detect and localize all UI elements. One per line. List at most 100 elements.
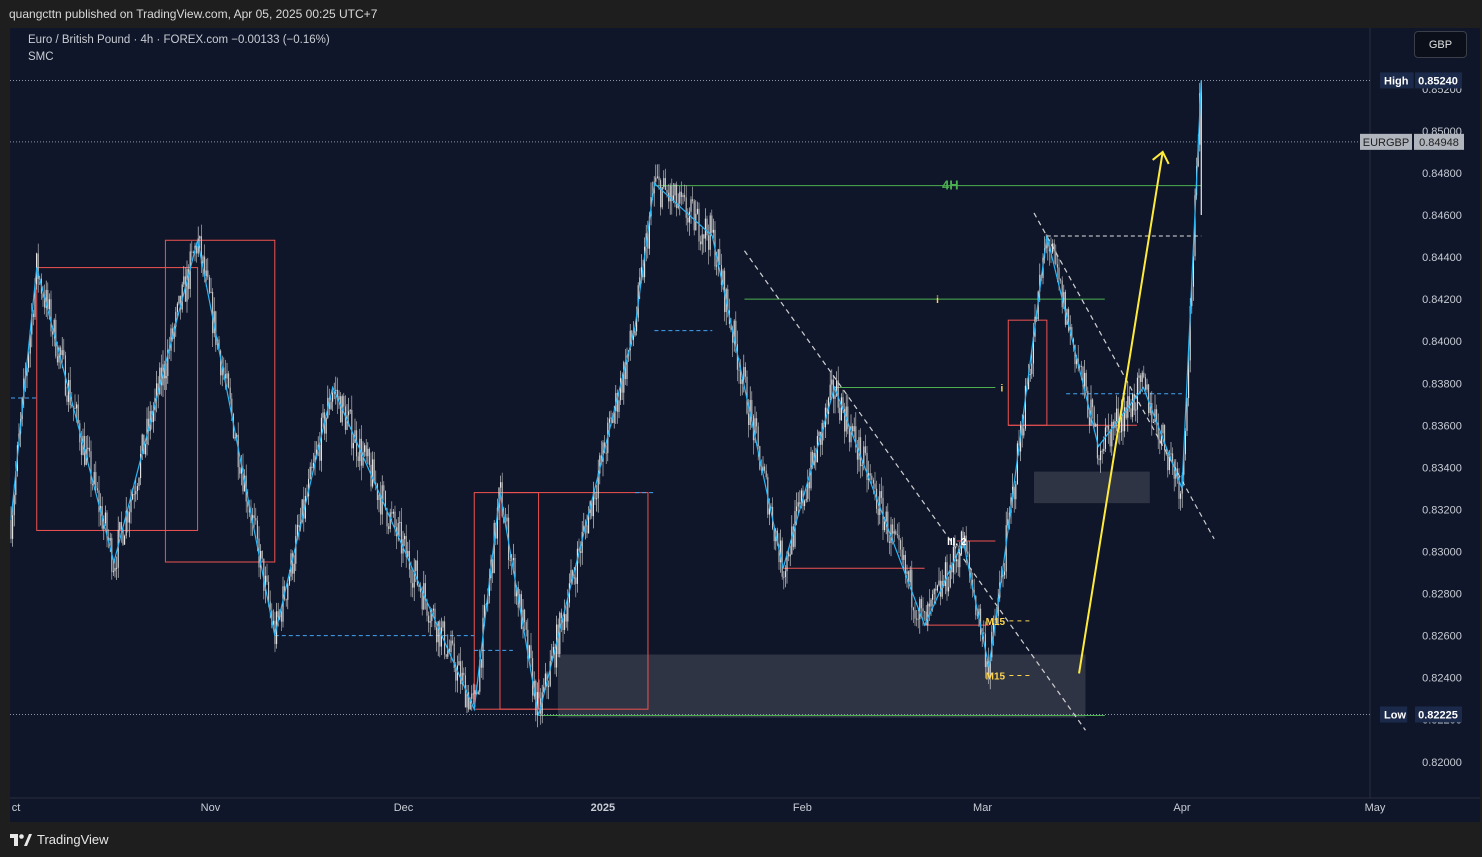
symbol-legend[interactable]: Euro / British Pound · 4h · FOREX.com −0… [28, 34, 330, 46]
candle-body [120, 522, 122, 530]
candle-body [1159, 439, 1161, 444]
candle-body [751, 399, 753, 416]
candle-body [564, 614, 566, 630]
candle-body [832, 379, 834, 399]
candle-body [204, 256, 206, 277]
candle-body [847, 406, 849, 429]
candle-body [444, 621, 446, 655]
candle-body [1173, 461, 1175, 479]
tradingview-brand[interactable]: TradingView [10, 832, 109, 847]
candle-body [173, 326, 175, 339]
order-block-box[interactable] [36, 267, 199, 531]
indicator-legend[interactable]: SMC [28, 51, 54, 63]
candle-body [1088, 417, 1090, 426]
candle-body [1095, 424, 1097, 427]
candle-body [1002, 575, 1004, 577]
high-tag[interactable]: High 0.85240 [1380, 72, 1462, 89]
candle-body [71, 405, 73, 407]
candle-body [703, 234, 705, 239]
candle-body [199, 236, 201, 239]
candle-body [960, 531, 962, 555]
candle-body [756, 418, 758, 427]
candle-body [42, 293, 44, 298]
candle-body [400, 522, 402, 554]
candle-body [60, 347, 62, 356]
candle-body [242, 468, 244, 492]
candle-body [352, 442, 354, 449]
candle-body [365, 445, 367, 457]
candle-body [77, 404, 79, 424]
candle-body [559, 612, 561, 655]
candle-body [717, 249, 719, 266]
candle-body [32, 313, 34, 318]
candle-body [690, 199, 692, 212]
candle-body [314, 455, 316, 463]
candle-body [656, 176, 658, 178]
candle-body [951, 564, 953, 573]
low-tag[interactable]: Low 0.82225 [1380, 706, 1462, 723]
candle-body [128, 512, 130, 523]
candle-body [679, 191, 681, 204]
candle-body [148, 418, 150, 432]
time-tick-Apr: Apr [1173, 802, 1190, 814]
candle-body [23, 378, 25, 399]
candle-body [1133, 394, 1135, 411]
candle-body [544, 673, 546, 687]
candle-body [1106, 425, 1108, 428]
candle-body [586, 525, 588, 534]
candle-body [293, 563, 295, 574]
candle-body [616, 392, 618, 412]
candle-body [711, 215, 713, 233]
order-block-box[interactable] [1007, 319, 1048, 426]
candle-body [927, 603, 929, 626]
order-block-box[interactable] [499, 492, 649, 710]
candle-body [852, 426, 854, 432]
candle-body [919, 599, 921, 620]
candle-body [706, 218, 708, 236]
candle-body [872, 479, 874, 484]
candle-body [570, 570, 572, 584]
candle-body [967, 551, 969, 554]
price-tick-0.84200: 0.84200 [1422, 294, 1462, 306]
candle-body [1116, 408, 1118, 422]
order-block-box[interactable] [473, 492, 540, 710]
candle-body [640, 267, 642, 278]
candle-body [1167, 454, 1169, 471]
eurgbp-value-bg[interactable] [1414, 133, 1464, 150]
order-block-box[interactable] [164, 239, 276, 563]
demand-zone-lower[interactable] [557, 654, 1086, 718]
candle-body [165, 375, 167, 379]
candle-body [1168, 454, 1170, 471]
candle-body [925, 611, 927, 626]
candle-body [901, 549, 903, 560]
candle-body [986, 661, 988, 668]
candle-body [692, 199, 694, 202]
candle-body [861, 464, 863, 467]
candle-body [631, 330, 633, 340]
candle-body [992, 623, 994, 632]
candle-body [626, 355, 628, 380]
candle-body [855, 426, 857, 448]
candle-body [469, 698, 471, 710]
candle-body [709, 215, 711, 250]
candle-body [741, 379, 743, 384]
tradingview-logo-icon [10, 833, 32, 846]
candle-body [560, 612, 562, 619]
demand-zone-upper[interactable] [1034, 471, 1150, 504]
candle-body [1154, 409, 1156, 423]
candle-body [524, 609, 526, 623]
candle-body [592, 492, 594, 517]
candle-body [997, 597, 999, 616]
candle-body [818, 431, 820, 437]
candle-body [610, 417, 612, 419]
eurgbp-tag-bg[interactable] [1360, 133, 1412, 150]
candle-body [693, 201, 695, 231]
currency-button[interactable]: GBP [1414, 31, 1467, 58]
candle-body [895, 531, 897, 535]
candle-body [936, 585, 938, 591]
candle-body [207, 270, 209, 278]
candle-body [170, 328, 172, 351]
candle-body [778, 544, 780, 563]
